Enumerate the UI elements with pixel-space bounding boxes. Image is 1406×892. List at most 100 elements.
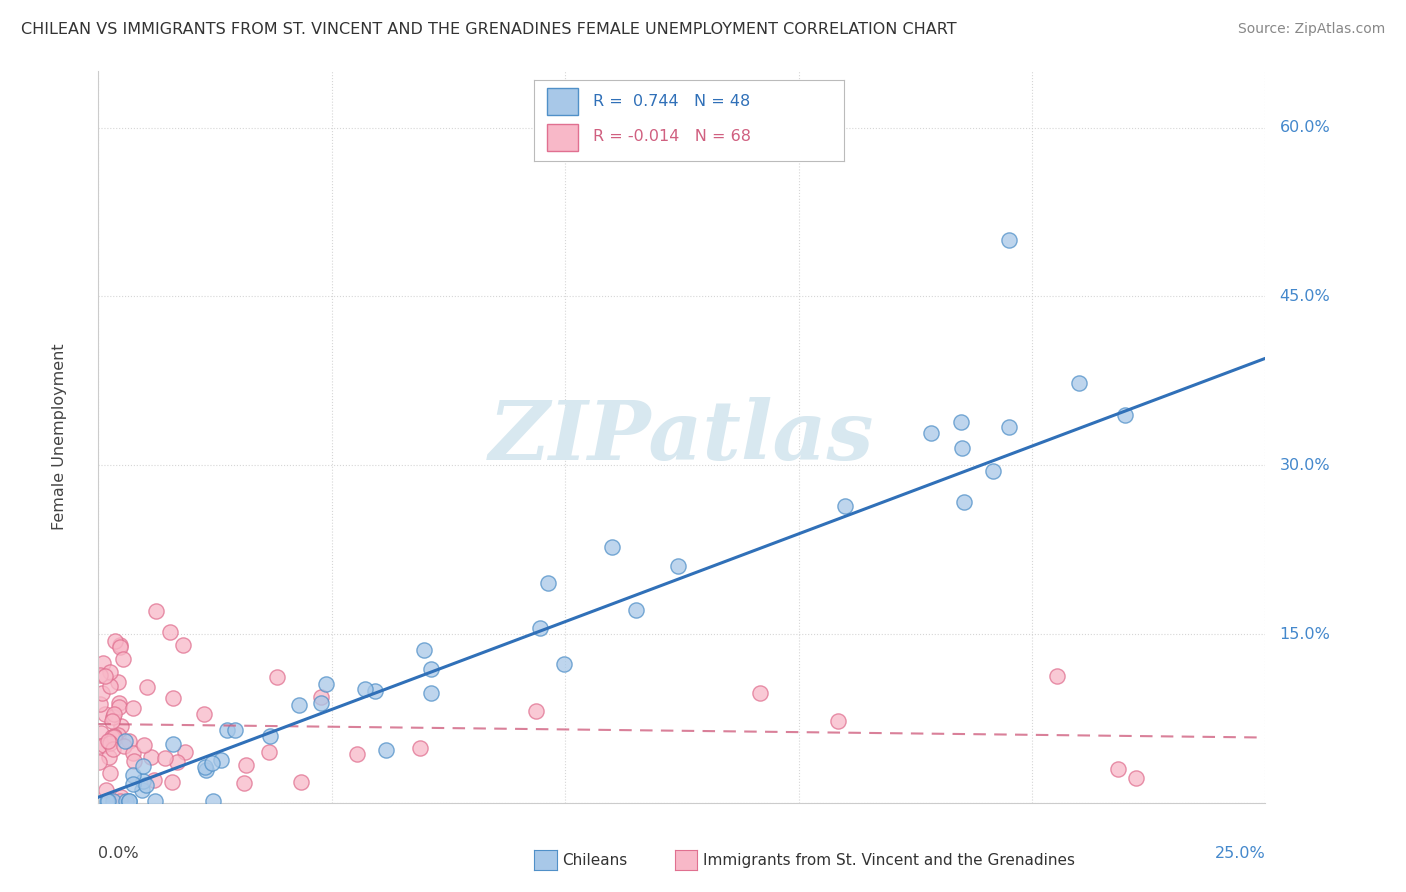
Point (748, 686, 770, 700)
Point (101, 730, 124, 744)
Point (997, 419, 1019, 434)
Point (553, 657, 575, 671)
Point (143, 772, 166, 787)
Point (600, 540, 623, 554)
Point (166, 755, 188, 769)
Point (110, 790, 132, 805)
Point (110, 640, 132, 654)
Point (89, 668, 111, 682)
Point (108, 793, 131, 807)
Point (90, 686, 112, 700)
Point (112, 739, 135, 753)
Point (950, 415, 973, 429)
Point (193, 707, 215, 722)
Point (97, 733, 120, 747)
Point (93, 669, 115, 683)
Point (364, 684, 387, 698)
Point (524, 704, 547, 718)
Point (162, 691, 184, 706)
Point (1114, 409, 1136, 423)
Point (135, 778, 157, 792)
Point (136, 680, 159, 694)
Point (160, 775, 183, 789)
Point (375, 743, 398, 757)
Point (103, 706, 125, 721)
Point (98, 766, 121, 780)
Text: 25.0%: 25.0% (1215, 846, 1265, 861)
Point (100, 736, 122, 750)
Point (174, 745, 197, 759)
Point (201, 756, 224, 771)
Text: CHILEAN VS IMMIGRANTS FROM ST. VINCENT AND THE GRENADINES FEMALE UNEMPLOYMENT CO: CHILEAN VS IMMIGRANTS FROM ST. VINCENT A… (21, 22, 956, 37)
Point (118, 793, 141, 807)
Point (114, 734, 136, 748)
Point (96, 793, 118, 807)
Point (162, 737, 184, 751)
Point (100, 714, 122, 728)
Point (108, 699, 131, 714)
Point (153, 751, 176, 765)
Point (103, 793, 125, 807)
Point (100, 665, 122, 679)
Point (132, 759, 155, 773)
Text: R = -0.014   N = 68: R = -0.014 N = 68 (593, 129, 751, 144)
Text: Source: ZipAtlas.com: Source: ZipAtlas.com (1237, 22, 1385, 37)
Point (103, 729, 125, 743)
Text: 0.0%: 0.0% (98, 846, 139, 861)
Point (346, 747, 368, 762)
Point (259, 729, 281, 743)
Point (353, 681, 375, 696)
Point (101, 710, 124, 724)
Point (122, 746, 145, 760)
Point (288, 698, 311, 713)
Point (87, 756, 110, 770)
Point (108, 696, 131, 710)
Point (104, 633, 127, 648)
Point (96, 782, 118, 797)
Point (145, 604, 167, 618)
Point (315, 677, 337, 691)
Point (413, 642, 436, 657)
Point (139, 750, 162, 764)
Point (103, 731, 125, 746)
Point (981, 464, 1004, 478)
Point (97, 793, 120, 807)
Point (666, 559, 689, 574)
Point (920, 425, 942, 440)
Point (118, 793, 141, 807)
Point (122, 755, 145, 769)
Point (94, 707, 117, 722)
Text: 60.0%: 60.0% (1279, 120, 1330, 135)
Point (132, 738, 155, 752)
Point (224, 723, 246, 737)
Text: 30.0%: 30.0% (1279, 458, 1330, 473)
Point (122, 777, 145, 791)
Point (953, 495, 976, 509)
Text: Immigrants from St. Vincent and the Grenadines: Immigrants from St. Vincent and the Gren… (703, 854, 1076, 868)
Text: 15.0%: 15.0% (1279, 626, 1330, 641)
Point (309, 696, 332, 710)
Text: R =  0.744   N = 48: R = 0.744 N = 48 (593, 94, 751, 109)
Point (122, 768, 145, 782)
Point (1067, 376, 1090, 390)
Point (93, 738, 115, 752)
Point (108, 638, 131, 652)
Point (195, 763, 218, 777)
Point (172, 639, 194, 653)
Point (827, 714, 849, 728)
Point (107, 675, 129, 690)
Point (257, 745, 280, 759)
Point (143, 793, 166, 807)
Point (309, 690, 332, 705)
Point (537, 575, 560, 590)
Point (834, 499, 856, 513)
Point (209, 753, 232, 767)
Point (131, 782, 153, 797)
Point (624, 602, 647, 616)
Point (97, 750, 120, 764)
Point (121, 700, 143, 714)
Text: Female Unemployment: Female Unemployment (52, 343, 67, 531)
Point (89, 739, 111, 753)
Point (103, 730, 125, 744)
Point (90, 726, 112, 740)
